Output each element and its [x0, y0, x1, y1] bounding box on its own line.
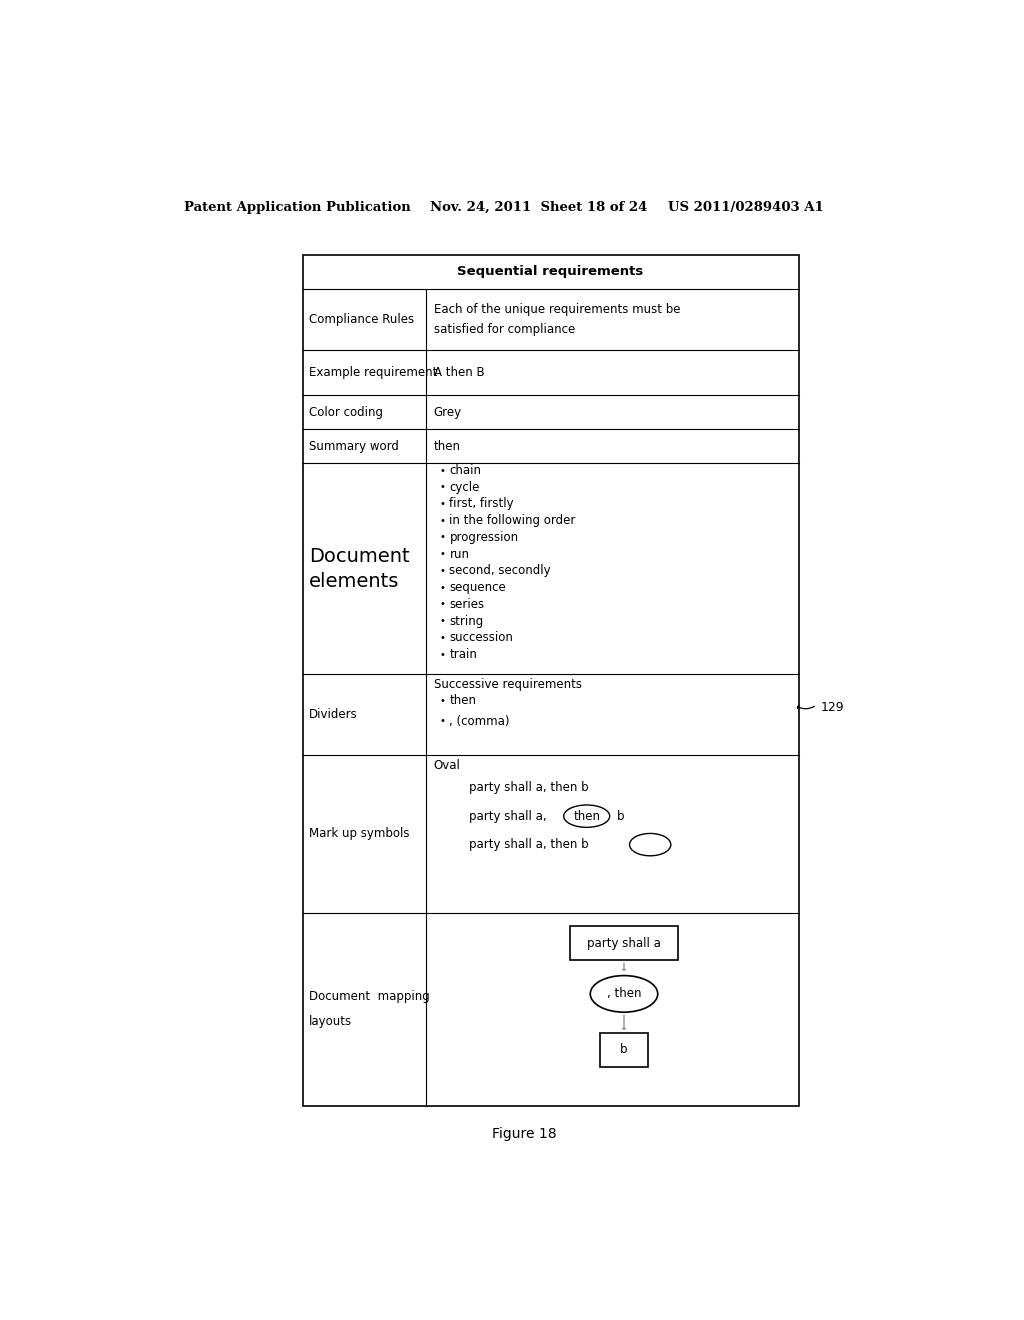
Text: •: •	[440, 482, 445, 492]
Ellipse shape	[630, 833, 671, 855]
Text: sequence: sequence	[450, 581, 506, 594]
Text: then: then	[573, 809, 600, 822]
Text: •: •	[440, 632, 445, 643]
Text: 129: 129	[821, 701, 845, 714]
Text: •: •	[440, 532, 445, 543]
Text: cycle: cycle	[450, 480, 480, 494]
Text: series: series	[450, 598, 484, 611]
Text: •: •	[440, 582, 445, 593]
Text: •: •	[440, 466, 445, 475]
Text: party shall a, then b: party shall a, then b	[469, 781, 589, 795]
Text: succession: succession	[450, 631, 513, 644]
Text: •: •	[440, 499, 445, 510]
Text: Example requirement: Example requirement	[309, 366, 437, 379]
Text: •: •	[440, 649, 445, 660]
Text: , then: , then	[607, 987, 641, 1001]
Bar	[303, 255, 799, 1106]
Text: Sequential requirements: Sequential requirements	[458, 265, 644, 279]
Text: b: b	[621, 1043, 628, 1056]
Ellipse shape	[590, 975, 657, 1012]
Text: A then B: A then B	[433, 366, 484, 379]
Text: Each of the unique requirements must be: Each of the unique requirements must be	[433, 304, 680, 315]
Text: progression: progression	[450, 531, 518, 544]
Text: , (comma): , (comma)	[450, 714, 510, 727]
Text: string: string	[450, 615, 483, 627]
Text: run: run	[450, 548, 469, 561]
Text: •: •	[440, 566, 445, 576]
Text: first, firstly: first, firstly	[450, 498, 514, 511]
Text: •: •	[440, 599, 445, 610]
Text: second, secondly: second, secondly	[450, 565, 551, 577]
Text: Oval: Oval	[433, 759, 461, 772]
Text: party shall a, then b: party shall a, then b	[469, 838, 589, 851]
Text: Nov. 24, 2011  Sheet 18 of 24: Nov. 24, 2011 Sheet 18 of 24	[430, 201, 647, 214]
Text: chain: chain	[450, 465, 481, 477]
Text: Compliance Rules: Compliance Rules	[309, 313, 414, 326]
Text: Successive requirements: Successive requirements	[433, 678, 582, 692]
Text: party shall a,: party shall a,	[469, 809, 547, 822]
Text: Document: Document	[309, 548, 410, 566]
Text: US 2011/0289403 A1: US 2011/0289403 A1	[668, 201, 823, 214]
Text: •: •	[440, 696, 445, 706]
Text: Dividers: Dividers	[309, 709, 357, 721]
Text: •: •	[440, 717, 445, 726]
Bar	[600, 1032, 648, 1067]
Text: then: then	[433, 440, 461, 453]
Text: satisfied for compliance: satisfied for compliance	[433, 323, 574, 337]
Text: elements: elements	[309, 572, 399, 590]
Text: Color coding: Color coding	[309, 405, 383, 418]
Text: •: •	[440, 616, 445, 626]
Text: •: •	[440, 516, 445, 525]
Text: Figure 18: Figure 18	[493, 1127, 557, 1142]
Text: in the following order: in the following order	[450, 515, 575, 527]
Text: Grey: Grey	[433, 405, 462, 418]
Text: Summary word: Summary word	[309, 440, 398, 453]
Text: b: b	[616, 809, 625, 822]
Text: train: train	[450, 648, 477, 661]
Ellipse shape	[563, 805, 609, 828]
Bar	[570, 925, 678, 961]
Text: layouts: layouts	[309, 1015, 352, 1028]
Text: party shall a: party shall a	[587, 937, 660, 949]
Text: Patent Application Publication: Patent Application Publication	[183, 201, 411, 214]
Text: Mark up symbols: Mark up symbols	[309, 828, 410, 841]
Text: then: then	[450, 694, 476, 708]
Text: Document  mapping: Document mapping	[309, 990, 430, 1003]
Text: •: •	[440, 549, 445, 560]
